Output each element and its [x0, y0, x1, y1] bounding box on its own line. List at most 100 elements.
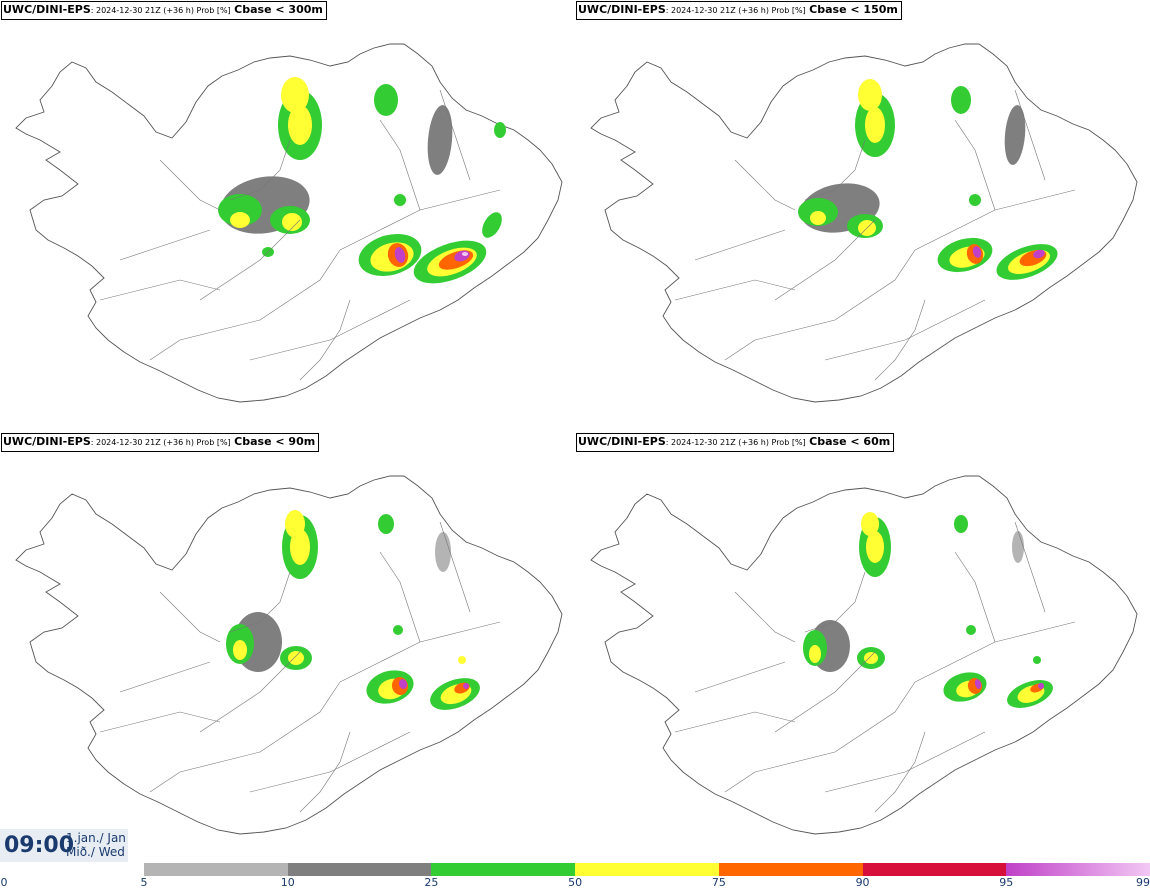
probability-area: [282, 213, 302, 231]
probability-area: [285, 510, 305, 538]
probability-area: [1038, 683, 1044, 689]
iceland-map: [590, 43, 1138, 403]
region-boundary: [439, 521, 471, 613]
variable-name: Cbase < 90m: [234, 435, 316, 448]
colorbar-tick-label: 5: [140, 876, 148, 889]
colorbar-tick-label: 75: [711, 876, 726, 889]
probability-area: [974, 679, 982, 689]
probability-area: [954, 515, 968, 533]
region-boundary: [379, 119, 421, 211]
panel-title: UWC/DINI-EPS: 2024-12-30 21Z (+36 h) Pro…: [1, 1, 327, 20]
colorbar-bin: [575, 863, 719, 876]
region-boundary: [694, 661, 786, 693]
probability-area: [427, 105, 453, 175]
panel-title: UWC/DINI-EPS: 2024-12-30 21Z (+36 h) Pro…: [1, 433, 320, 452]
region-boundary: [774, 651, 876, 733]
colorbar-tick-label: 95: [999, 876, 1014, 889]
region-boundary: [119, 229, 211, 261]
colorbar-bin: [1006, 863, 1150, 876]
region-boundary: [149, 681, 341, 793]
probability-area: [1033, 656, 1041, 664]
region-boundary: [249, 731, 411, 793]
panel-title: UWC/DINI-EPS: 2024-12-30 21Z (+36 h) Pro…: [576, 1, 902, 20]
probability-area: [864, 652, 878, 664]
probability-area: [281, 77, 309, 113]
colorbar-tick-label: 99: [1136, 876, 1150, 889]
variable-name: Cbase < 150m: [809, 3, 898, 16]
region-boundary: [1014, 521, 1046, 613]
probability-area: [394, 247, 406, 263]
variable-name: Cbase < 60m: [809, 435, 891, 448]
region-boundary: [159, 591, 221, 643]
region-boundary: [379, 551, 421, 643]
probability-area: [969, 194, 981, 206]
iceland-map: [15, 475, 563, 835]
probability-area: [233, 640, 247, 660]
region-boundary: [249, 299, 411, 361]
probability-area: [866, 531, 884, 563]
probability-area: [809, 645, 821, 663]
probability-area: [288, 651, 304, 665]
probability-area: [966, 625, 976, 635]
region-boundary: [149, 249, 341, 361]
region-boundary: [119, 661, 211, 693]
region-boundary: [159, 159, 221, 211]
region-boundary: [229, 571, 291, 633]
probability-area: [218, 194, 262, 226]
colorbar-tick-label: 50: [568, 876, 583, 889]
region-boundary: [99, 711, 221, 733]
map-panel-90m: UWC/DINI-EPS: 2024-12-30 21Z (+36 h) Pro…: [0, 432, 575, 864]
region-boundary: [734, 159, 796, 211]
region-boundary: [874, 299, 926, 381]
probability-area: [972, 246, 982, 258]
valid-date: 1.jan./ Jan Mið./ Wed: [66, 831, 126, 859]
map-panel-60m: UWC/DINI-EPS: 2024-12-30 21Z (+36 h) Pro…: [575, 432, 1150, 864]
model-name: UWC/DINI-EPS: [578, 435, 666, 448]
region-boundary: [774, 219, 876, 301]
region-boundary: [954, 119, 996, 211]
probability-area: [435, 532, 451, 572]
date-line-1: 1.jan./ Jan: [66, 831, 126, 845]
region-boundary: [439, 89, 471, 181]
valid-time: 09:00: [4, 833, 75, 858]
region-boundary: [229, 139, 291, 201]
region-boundary: [874, 731, 926, 813]
colorbar-tick-label: 10: [280, 876, 295, 889]
model-name: UWC/DINI-EPS: [3, 435, 91, 448]
probability-area: [230, 212, 250, 228]
region-boundary: [804, 139, 866, 201]
map-panel-150m: UWC/DINI-EPS: 2024-12-30 21Z (+36 h) Pro…: [575, 0, 1150, 432]
probability-area: [861, 512, 879, 536]
colorbar-bin: [144, 863, 288, 876]
colorbar-bin: [718, 863, 863, 876]
region-boundary: [694, 229, 786, 261]
region-boundary: [724, 249, 916, 361]
region-boundary: [734, 591, 796, 643]
model-name: UWC/DINI-EPS: [3, 3, 91, 16]
probability-area: [394, 194, 406, 206]
probability-colorbar: [144, 863, 1150, 876]
region-boundary: [824, 299, 986, 361]
probability-area: [393, 625, 403, 635]
region-boundary: [99, 279, 221, 301]
probability-area: [398, 679, 408, 689]
probability-area: [1004, 105, 1026, 165]
region-boundary: [954, 551, 996, 643]
probability-area: [288, 105, 312, 145]
iceland-map: [15, 43, 563, 403]
probability-area: [378, 514, 394, 534]
probability-area: [494, 122, 506, 138]
region-boundary: [824, 731, 986, 793]
colorbar-tick-label: 0: [0, 876, 8, 889]
probability-area: [810, 211, 826, 225]
probability-area: [463, 683, 469, 689]
valid-time-box: 09:00 1.jan./ Jan Mið./ Wed: [0, 829, 128, 862]
region-boundary: [1014, 89, 1046, 181]
run-info: : 2024-12-30 21Z (+36 h) Prob [%]: [90, 6, 231, 15]
probability-area: [1012, 531, 1024, 563]
probability-area: [865, 107, 885, 143]
colorbar-bin: [431, 863, 576, 876]
probability-area: [458, 656, 466, 664]
model-name: UWC/DINI-EPS: [578, 3, 666, 16]
region-boundary: [804, 571, 866, 633]
